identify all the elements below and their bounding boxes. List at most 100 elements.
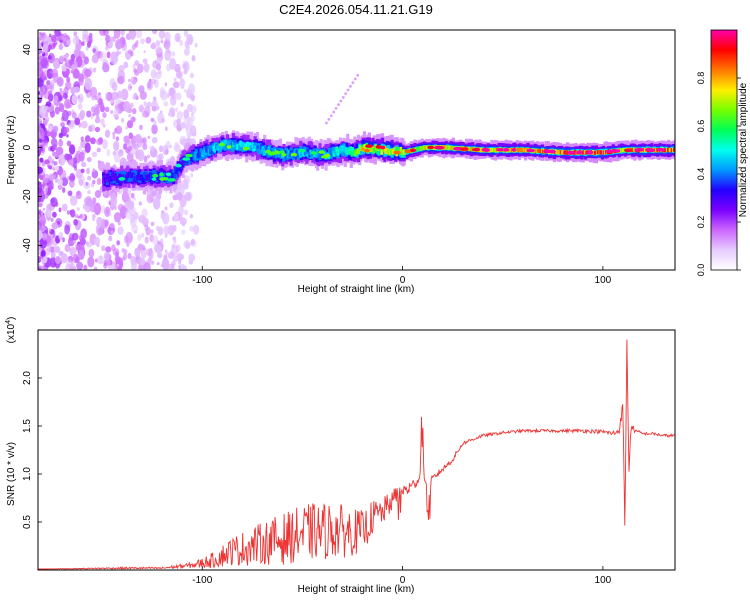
y-tick-label: 40 — [22, 44, 33, 56]
noise-speck — [160, 90, 168, 101]
noise-speck — [74, 117, 81, 126]
noise-speck — [91, 151, 98, 158]
ridge-core — [125, 175, 128, 181]
noise-speck — [108, 235, 113, 242]
ridge-peak — [175, 163, 182, 168]
noise-speck — [113, 108, 119, 118]
noise-speck — [65, 39, 72, 46]
noise-speck — [117, 226, 124, 235]
noise-speck — [134, 247, 140, 257]
noise-speck — [116, 263, 120, 267]
noise-speck — [40, 250, 46, 257]
noise-speck — [180, 102, 184, 107]
ridge-core — [211, 148, 214, 154]
noise-speck — [126, 120, 134, 129]
noise-speck — [155, 40, 161, 47]
noise-speck — [87, 190, 91, 195]
noise-speck — [172, 224, 177, 232]
ridge-core — [673, 147, 675, 152]
noise-speck — [163, 101, 169, 107]
noise-speck — [150, 117, 155, 123]
noise-speck — [109, 36, 113, 42]
noise-speck — [140, 232, 145, 239]
ridge-peak — [576, 150, 583, 155]
noise-speck — [78, 151, 85, 162]
noise-speck — [107, 265, 114, 270]
ridge-core — [296, 152, 300, 158]
noise-speck — [64, 98, 71, 109]
noise-speck — [54, 30, 61, 37]
noise-speck — [38, 166, 44, 174]
noise-speck — [175, 64, 180, 70]
noise-speck — [123, 143, 128, 150]
snr-y-multiplier: (x104) — [5, 317, 17, 344]
noise-speck — [136, 30, 143, 39]
noise-speck — [78, 249, 85, 260]
ridge-band — [341, 149, 345, 157]
y-tick-label: -40 — [22, 238, 33, 253]
noise-speck — [142, 143, 148, 150]
noise-speck — [64, 244, 71, 253]
noise-speck — [186, 132, 192, 138]
ridge-peak — [226, 145, 232, 149]
noise-speck — [180, 254, 184, 260]
noise-speck — [67, 159, 74, 166]
snr-y-axis-label: SNR (10 * v/v) — [6, 442, 17, 506]
noise-speck — [161, 118, 166, 123]
ridge-core — [394, 147, 398, 153]
noise-speck — [118, 128, 122, 133]
noise-speck — [38, 41, 42, 49]
ridge-peak — [324, 153, 331, 158]
noise-speck — [163, 40, 171, 50]
noise-speck — [48, 228, 52, 232]
noise-speck — [131, 224, 139, 233]
noise-speck — [96, 147, 101, 153]
ridge-core — [194, 151, 197, 158]
noise-speck — [42, 207, 46, 211]
noise-speck — [189, 214, 194, 219]
noise-speck — [172, 255, 179, 263]
ridge-core — [114, 173, 117, 179]
ridge-core — [309, 149, 313, 156]
noise-speck — [62, 237, 65, 243]
colorbar-ticks: 0.0 0.2 0.4 0.6 0.8 — [696, 72, 741, 276]
noise-speck — [38, 198, 41, 203]
noise-speck — [161, 257, 170, 270]
ridge-core — [335, 146, 339, 152]
noise-speck — [66, 259, 73, 268]
noise-speck — [50, 217, 54, 222]
noise-speck — [164, 82, 168, 87]
noise-speck — [73, 49, 80, 58]
noise-speck — [157, 226, 164, 236]
ridge-peak — [612, 149, 621, 153]
noise-speck — [71, 64, 75, 70]
snr-plot-area — [38, 330, 675, 570]
noise-speck — [327, 117, 331, 121]
noise-speck — [79, 214, 83, 219]
ridge-peak — [605, 149, 614, 154]
noise-speck — [57, 220, 61, 225]
noise-speck — [164, 31, 171, 42]
noise-speck — [154, 46, 163, 54]
noise-speck — [127, 252, 132, 260]
y-tick-label: 1.0 — [22, 467, 33, 481]
noise-speck — [84, 142, 91, 153]
noise-speck — [47, 54, 52, 60]
noise-speck — [108, 212, 112, 217]
noise-speck — [100, 118, 105, 126]
noise-speck — [356, 73, 360, 77]
noise-speck — [92, 218, 95, 221]
noise-speck — [59, 55, 64, 63]
noise-speck — [70, 209, 76, 218]
noise-speck — [150, 78, 157, 85]
noise-speck — [43, 190, 47, 195]
noise-speck — [61, 65, 67, 72]
noise-speck — [44, 112, 49, 118]
noise-speck — [71, 232, 79, 241]
noise-speck — [353, 77, 357, 81]
noise-speck — [325, 121, 328, 125]
noise-speck — [179, 263, 186, 270]
noise-speck — [117, 90, 123, 99]
ridge-peak — [393, 150, 401, 155]
spectrogram-ticks: -100 0 100 -40 -20 0 20 40 — [22, 44, 612, 286]
